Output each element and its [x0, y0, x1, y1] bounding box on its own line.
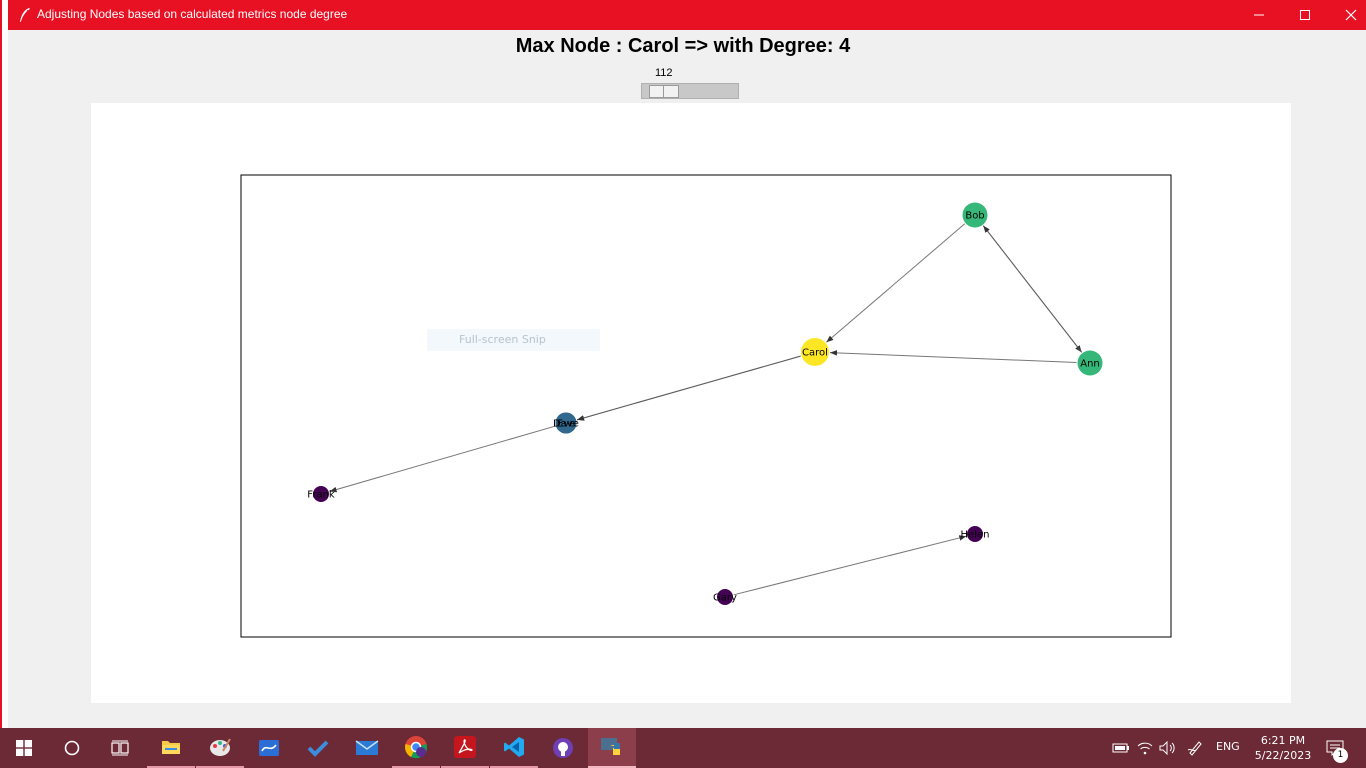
node-helen	[967, 526, 983, 542]
task-view-icon	[111, 740, 129, 756]
folder-icon	[162, 741, 180, 754]
battery-icon	[1112, 743, 1129, 753]
acrobat-button[interactable]	[441, 728, 489, 768]
node-label-dave: Dave	[553, 419, 579, 430]
node-ann	[1077, 350, 1103, 376]
vscode-icon	[504, 737, 524, 757]
edge-gary-helen	[733, 535, 967, 596]
speaker-icon	[1159, 741, 1175, 755]
volume-tray-button[interactable]	[1157, 728, 1179, 768]
max-node-heading: Max Node : Carol => with Degree: 4	[515, 35, 851, 57]
node-label-helen: Helen	[961, 530, 990, 541]
action-center-button[interactable]	[1320, 728, 1350, 768]
full-screen-snip-tooltip: Full-screen Snip	[427, 329, 600, 351]
acrobat-icon	[454, 736, 476, 758]
start-button[interactable]	[0, 728, 48, 768]
windows-logo-icon	[16, 740, 32, 756]
file-explorer-button[interactable]	[147, 728, 195, 768]
mail-button[interactable]	[343, 728, 391, 768]
node-label-eve: Eve	[557, 419, 575, 430]
node-carol	[801, 338, 829, 366]
node-label-frank: Frank	[307, 490, 335, 501]
close-icon	[1345, 9, 1357, 21]
todo-button[interactable]	[294, 728, 342, 768]
pen-icon	[1187, 741, 1202, 756]
chrome-button[interactable]	[392, 728, 440, 768]
node-eve	[555, 412, 577, 434]
paint-palette-icon	[210, 738, 231, 756]
mail-envelope-icon	[355, 740, 379, 755]
clock-date: 5/22/2023	[1254, 749, 1312, 762]
window-title: Adjusting Nodes based on calculated metr…	[37, 7, 348, 21]
clock-time: 6:21 PM	[1260, 734, 1306, 747]
node-bob	[962, 202, 988, 228]
node-frank	[313, 486, 329, 502]
github-icon	[553, 738, 573, 758]
title-bar[interactable]: Adjusting Nodes based on calculated metr…	[8, 0, 1366, 30]
cortana-circle-icon	[64, 740, 80, 756]
clock[interactable]: 6:21 PM 5/22/2023	[1252, 733, 1314, 763]
checkmark-icon	[307, 740, 329, 757]
python-button[interactable]	[588, 728, 636, 768]
vscode-button[interactable]	[490, 728, 538, 768]
node-gary	[717, 589, 733, 605]
size-slider[interactable]	[641, 83, 739, 99]
taskbar: ENG 6:21 PM 5/22/2023	[0, 728, 1366, 768]
minimize-icon	[1254, 14, 1264, 16]
axes-frame	[240, 174, 1172, 638]
node-label-gary: Gary	[713, 593, 737, 604]
network-tray-button[interactable]	[1134, 728, 1156, 768]
battery-tray-button[interactable]	[1110, 728, 1132, 768]
edge-ann-carol	[829, 350, 1077, 363]
node-label-carol: Carol	[802, 348, 828, 359]
edge-carol-eve	[576, 355, 801, 421]
background-window-border	[0, 0, 2, 728]
task-view-button[interactable]	[96, 728, 144, 768]
edge-bob-carol	[826, 223, 966, 343]
whiteboard-button[interactable]	[245, 728, 293, 768]
minimize-button[interactable]	[1236, 0, 1282, 30]
slider-value: 112	[655, 67, 673, 79]
node-label-bob: Bob	[965, 211, 984, 222]
feather-icon	[20, 8, 30, 23]
edges-layer	[329, 223, 1083, 596]
language-indicator[interactable]: ENG	[1216, 740, 1240, 753]
whiteboard-icon	[259, 740, 279, 756]
app-window: Adjusting Nodes based on calculated metr…	[8, 0, 1366, 728]
chrome-icon	[405, 736, 427, 759]
cortana-button[interactable]	[48, 728, 96, 768]
maximize-icon	[1300, 10, 1310, 20]
wifi-icon	[1137, 742, 1153, 755]
plot-canvas: Bob Ann Carol Dave Eve Frank Helen Gary Full-sc…	[91, 103, 1291, 703]
python-icon	[601, 738, 620, 755]
close-button[interactable]	[1328, 0, 1366, 30]
slider-thumb[interactable]	[649, 85, 679, 98]
notification-count-badge: 1	[1333, 748, 1348, 763]
pen-tray-button[interactable]	[1184, 728, 1206, 768]
github-desktop-button[interactable]	[539, 728, 587, 768]
maximize-button[interactable]	[1282, 0, 1328, 30]
node-label-ann: Ann	[1080, 359, 1100, 370]
paint-button[interactable]	[196, 728, 244, 768]
edge-ann-bob	[982, 225, 1083, 353]
edge-dave-frank	[329, 425, 556, 493]
